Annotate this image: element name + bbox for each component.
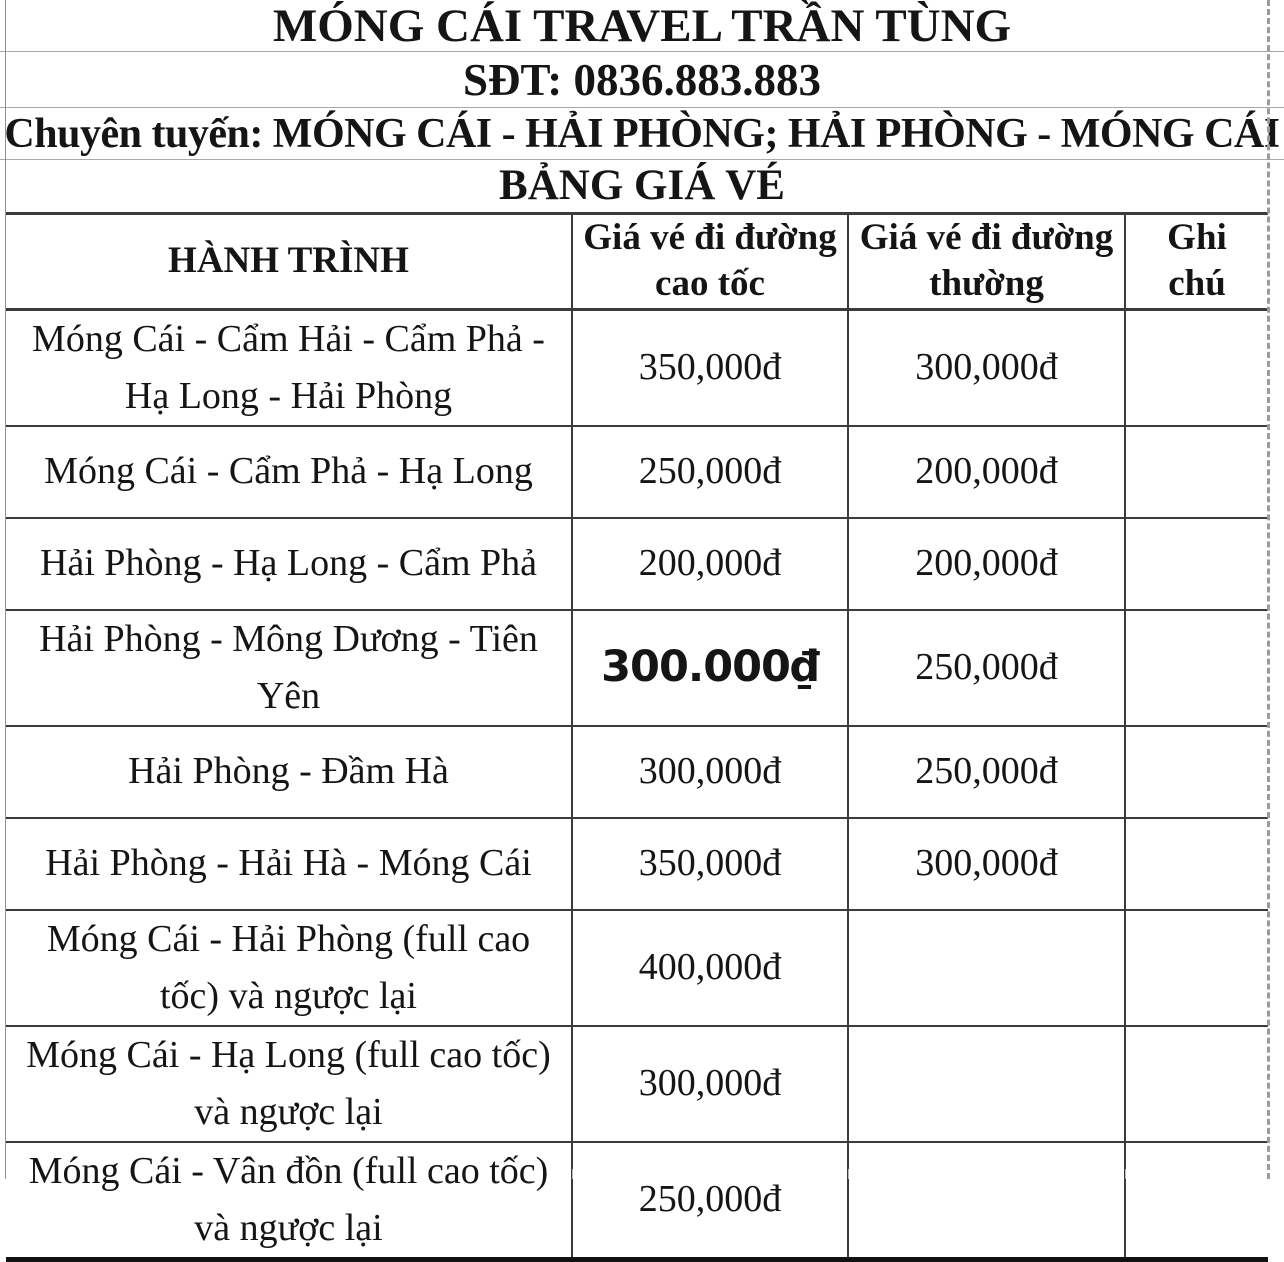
normal-fare-cell [847,1024,1126,1143]
route-cell: Móng Cái - Hạ Long (full cao tốc) và ngư… [6,1024,573,1143]
page-break-dashed-line [1267,0,1270,1179]
normal-fare-cell: 200,000đ [847,516,1126,611]
highway-fare-cell: 400,000đ [571,908,849,1027]
highway-fare-cell: 250,000đ [571,1140,849,1262]
partial-row-divider [848,1169,849,1179]
note-cell [1124,516,1268,611]
note-cell [1124,608,1268,727]
price-table-title: BẢNG GIÁ VÉ [0,160,1284,211]
route-cell: Móng Cái - Cẩm Phả - Hạ Long [6,424,573,519]
partial-row-divider [572,1169,573,1179]
note-cell [1124,1140,1268,1262]
note-cell [1124,908,1268,1027]
table-row: Móng Cái - Cẩm Hải - Cẩm Phả - Hạ Long -… [6,308,1268,427]
column-header-route: HÀNH TRÌNH [6,212,573,311]
table-row: Móng Cái - Vân đồn (full cao tốc) và ngư… [6,1140,1268,1262]
route-cell: Móng Cái - Hải Phòng (full cao tốc) và n… [6,908,573,1027]
phone-number: SĐT: 0836.883.883 [0,52,1284,108]
column-header-highway: Giá vé đi đường cao tốc [571,212,849,311]
table-row: Hải Phòng - Hạ Long - Cẩm Phả 200,000đ 2… [6,516,1268,611]
route-cell: Hải Phòng - Hải Hà - Móng Cái [6,816,573,911]
note-cell [1124,724,1268,819]
route-cell: Hải Phòng - Hạ Long - Cẩm Phả [6,516,573,611]
column-header-normal: Giá vé đi đường thường [847,212,1126,311]
route-coverage: Chuyên tuyến: MÓNG CÁI - HẢI PHÒNG; HẢI … [0,108,1284,160]
note-cell [1124,424,1268,519]
table-row: Hải Phòng - Đầm Hà 300,000đ 250,000đ [6,724,1268,819]
note-cell [1124,816,1268,911]
price-table-title-text: BẢNG GIÁ VÉ [499,162,785,209]
route-cell: Hải Phòng - Mông Dương - Tiên Yên [6,608,573,727]
business-title-text: MÓNG CÁI TRAVEL TRẦN TÙNG [272,0,1012,52]
normal-fare-cell: 250,000đ [847,608,1126,727]
column-header-note: Ghi chú [1124,212,1268,311]
route-cell: Móng Cái - Cẩm Hải - Cẩm Phả - Hạ Long -… [6,308,573,427]
normal-fare-cell: 250,000đ [847,724,1126,819]
highway-fare-cell: 300,000đ [571,1024,849,1143]
table-row: Hải Phòng - Hải Hà - Móng Cái 350,000đ 3… [6,816,1268,911]
business-title: MÓNG CÁI TRAVEL TRẦN TÙNG [0,0,1284,52]
table-row: Móng Cái - Cẩm Phả - Hạ Long 250,000đ 20… [6,424,1268,519]
phone-number-text: SĐT: 0836.883.883 [463,54,821,105]
normal-fare-cell: 200,000đ [847,424,1126,519]
note-cell [1124,1024,1268,1143]
table-row: Móng Cái - Hải Phòng (full cao tốc) và n… [6,908,1268,1027]
highway-fare-cell: 350,000đ [571,308,849,427]
normal-fare-cell [847,908,1126,1027]
highway-fare-cell: 200,000đ [571,516,849,611]
normal-fare-cell: 300,000đ [847,816,1126,911]
note-cell [1124,308,1268,427]
highway-fare-cell: 350,000đ [571,816,849,911]
fare-table: HÀNH TRÌNH Giá vé đi đường cao tốc Giá v… [6,212,1268,1262]
table-row: Móng Cái - Hạ Long (full cao tốc) và ngư… [6,1024,1268,1143]
highway-fare-cell-edited: 300.000₫ [571,608,849,727]
sheet-left-border [5,0,6,1179]
highway-fare-cell: 250,000đ [571,424,849,519]
partial-row-divider [1125,1169,1126,1179]
table-row: Hải Phòng - Mông Dương - Tiên Yên 300.00… [6,608,1268,727]
normal-fare-cell: 300,000đ [847,308,1126,427]
route-cell: Móng Cái - Vân đồn (full cao tốc) và ngư… [6,1140,573,1262]
highway-fare-cell: 300,000đ [571,724,849,819]
fare-table-header-row: HÀNH TRÌNH Giá vé đi đường cao tốc Giá v… [6,212,1268,311]
route-cell: Hải Phòng - Đầm Hà [6,724,573,819]
normal-fare-cell [847,1140,1126,1262]
route-coverage-text: Chuyên tuyến: MÓNG CÁI - HẢI PHÒNG; HẢI … [4,110,1280,157]
